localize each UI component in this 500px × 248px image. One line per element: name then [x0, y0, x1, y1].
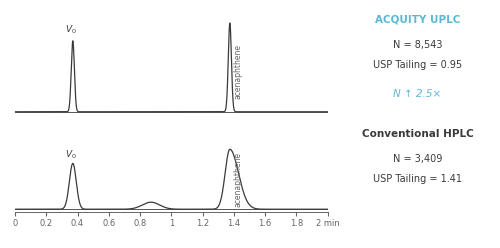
Text: $V_0$: $V_0$ — [64, 24, 76, 36]
Text: acenaphthene: acenaphthene — [234, 152, 243, 207]
Text: ACQUITY UPLC: ACQUITY UPLC — [375, 15, 460, 25]
Text: acenaphthene: acenaphthene — [234, 44, 243, 99]
Text: N = 3,409: N = 3,409 — [393, 154, 442, 164]
Text: N ↑ 2.5×: N ↑ 2.5× — [394, 89, 442, 99]
Text: USP Tailing = 1.41: USP Tailing = 1.41 — [373, 174, 462, 184]
Text: Conventional HPLC: Conventional HPLC — [362, 129, 474, 139]
Text: $V_0$: $V_0$ — [64, 148, 76, 160]
Text: N = 8,543: N = 8,543 — [393, 40, 442, 50]
Text: USP Tailing = 0.95: USP Tailing = 0.95 — [373, 60, 462, 69]
